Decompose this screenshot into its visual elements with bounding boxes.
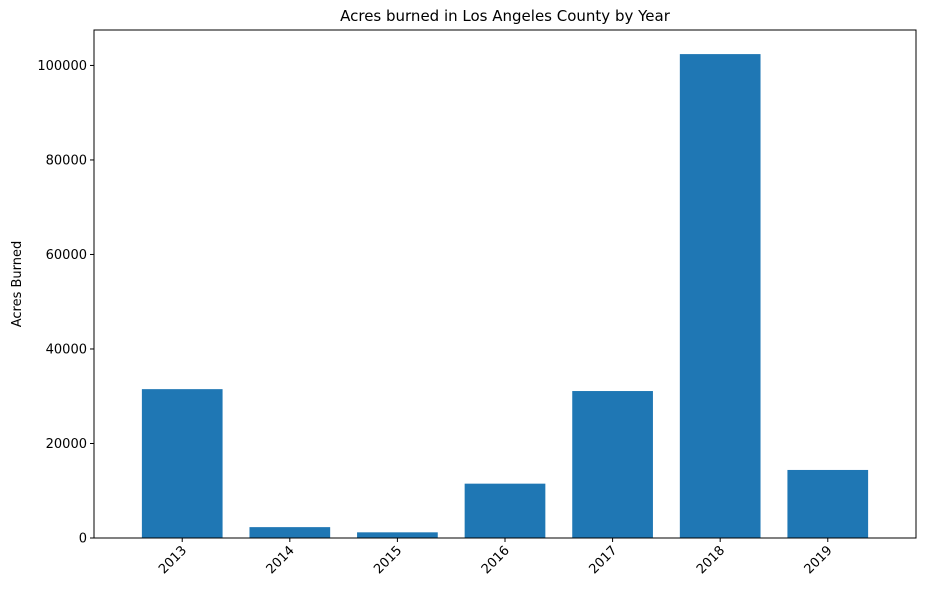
y-axis: 0 20000 40000 60000 80000 100000	[37, 59, 94, 547]
x-tick-label: 2017	[586, 543, 620, 577]
bar-2017	[572, 391, 653, 538]
x-tick-label: 2013	[156, 543, 190, 577]
bar-2015	[357, 532, 438, 538]
x-tick-label: 2018	[694, 543, 728, 577]
x-tick-label: 2015	[371, 543, 405, 577]
y-tick-label: 40000	[46, 342, 87, 357]
y-tick-label: 20000	[46, 437, 87, 452]
plot-frame	[93, 29, 917, 539]
y-tick-label: 80000	[46, 153, 87, 168]
bar-2014	[249, 527, 331, 538]
y-tick-label: 100000	[37, 59, 87, 74]
bar-2019	[787, 469, 869, 538]
x-tick-label: 2019	[802, 543, 836, 577]
x-tick-label: 2016	[479, 543, 513, 577]
bar-2018	[679, 54, 761, 538]
y-axis-label: Acres Burned	[10, 241, 25, 328]
y-tick-label: 0	[79, 532, 87, 547]
bars-group	[141, 54, 869, 538]
bar-2016	[464, 483, 546, 538]
x-axis: 2013 2014 2015 2016 2017 2018 2019	[156, 538, 836, 577]
bar-2013	[141, 389, 223, 538]
chart-title: Acres burned in Los Angeles County by Ye…	[340, 7, 671, 25]
y-tick-label: 60000	[46, 248, 87, 263]
x-tick-label: 2014	[264, 543, 298, 577]
